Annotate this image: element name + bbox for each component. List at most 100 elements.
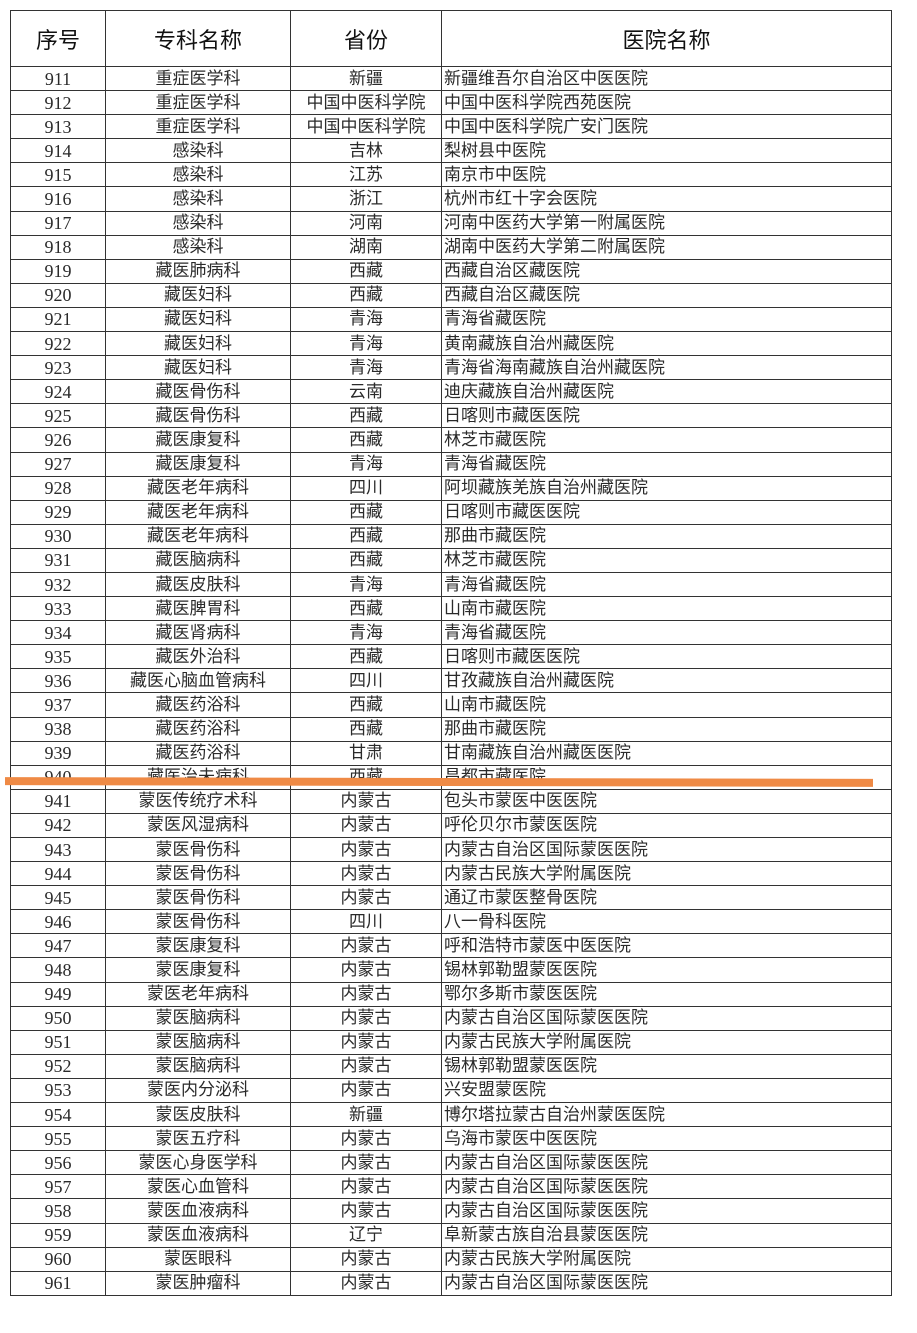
cell-specialty: 蒙医皮肤科: [105, 1102, 291, 1128]
cell-province: 四川: [290, 475, 442, 501]
cell-hospital: 内蒙古民族大学附属医院: [441, 1246, 892, 1272]
cell-hospital: 内蒙古民族大学附属医院: [441, 1029, 892, 1055]
table-row: 946 蒙医骨伤科 四川 八一骨科医院: [10, 909, 892, 935]
cell-specialty: 感染科: [105, 138, 291, 164]
table-row: 952 蒙医脑病科 内蒙古 锡林郭勒盟蒙医医院: [10, 1053, 892, 1079]
cell-province: 内蒙古: [290, 957, 442, 983]
cell-serial: 955: [10, 1126, 106, 1152]
cell-province: 内蒙古: [290, 812, 442, 839]
cell-serial: 915: [10, 162, 106, 188]
cell-hospital: 呼伦贝尔市蒙医医院: [441, 812, 892, 839]
cell-serial: 933: [10, 596, 106, 622]
table-row: 934 藏医肾病科 青海 青海省藏医院: [10, 620, 892, 646]
cell-specialty: 蒙医骨伤科: [105, 909, 291, 935]
cell-specialty: 感染科: [105, 186, 291, 212]
cell-specialty: 蒙医传统疗术科: [105, 788, 291, 814]
cell-specialty: 藏医药浴科: [105, 692, 291, 718]
cell-serial: 958: [10, 1198, 106, 1224]
cell-hospital: 通辽市蒙医整骨医院: [441, 885, 892, 911]
cell-specialty: 藏医骨伤科: [105, 403, 291, 429]
table-row: 936 藏医心脑血管病科 四川 甘孜藏族自治州藏医院: [10, 668, 892, 694]
cell-specialty: 蒙医风湿病科: [105, 812, 291, 839]
cell-hospital: 青海省藏医院: [441, 620, 892, 646]
cell-serial: 961: [10, 1270, 106, 1296]
cell-hospital: 博尔塔拉蒙古自治州蒙医医院: [441, 1102, 892, 1128]
cell-province: 青海: [290, 306, 442, 333]
cell-hospital: 青海省藏医院: [441, 451, 892, 477]
cell-hospital: 河南中医药大学第一附属医院: [441, 210, 892, 236]
table-row: 938 藏医药浴科 西藏 那曲市藏医院: [10, 716, 892, 742]
cell-province: 内蒙古: [290, 981, 442, 1007]
cell-serial: 948: [10, 957, 106, 983]
table-row: 932 藏医皮肤科 青海 青海省藏医院: [10, 571, 892, 598]
cell-hospital: 包头市蒙医中医医院: [441, 788, 892, 814]
cell-hospital: 青海省藏医院: [441, 571, 892, 598]
cell-province: 西藏: [290, 258, 442, 284]
cell-serial: 935: [10, 644, 106, 670]
cell-specialty: 藏医肾病科: [105, 620, 291, 646]
cell-serial: 951: [10, 1029, 106, 1055]
cell-hospital: 梨树县中医院: [441, 138, 892, 164]
cell-hospital: 内蒙古自治区国际蒙医医院: [441, 1174, 892, 1200]
cell-hospital: 西藏自治区藏医院: [441, 282, 892, 308]
cell-hospital: 兴安盟蒙医院: [441, 1077, 892, 1104]
cell-hospital: 林芝市藏医院: [441, 547, 892, 573]
cell-serial: 912: [10, 90, 106, 116]
cell-hospital: 迪庆藏族自治州藏医院: [441, 379, 892, 405]
cell-serial: 937: [10, 692, 106, 718]
cell-province: 西藏: [290, 716, 442, 742]
cell-province: 内蒙古: [290, 1005, 442, 1031]
table-row: 958 蒙医血液病科 内蒙古 内蒙古自治区国际蒙医医院: [10, 1198, 892, 1224]
cell-serial: 925: [10, 403, 106, 429]
cell-hospital: 呼和浩特市蒙医中医医院: [441, 933, 892, 959]
cell-specialty: 蒙医心身医学科: [105, 1150, 291, 1176]
cell-serial: 919: [10, 258, 106, 284]
cell-serial: 911: [10, 65, 106, 92]
table-row: 926 藏医康复科 西藏 林芝市藏医院: [10, 427, 892, 453]
cell-specialty: 蒙医心血管科: [105, 1174, 291, 1200]
cell-specialty: 蒙医脑病科: [105, 1029, 291, 1055]
cell-serial: 927: [10, 451, 106, 477]
cell-hospital: 青海省海南藏族自治州藏医院: [441, 355, 892, 381]
cell-serial: 960: [10, 1246, 106, 1272]
header-serial: 序号: [10, 10, 106, 67]
cell-province: 内蒙古: [290, 1029, 442, 1055]
table-row: 930 藏医老年病科 西藏 那曲市藏医院: [10, 523, 892, 549]
cell-hospital: 山南市藏医院: [441, 596, 892, 622]
cell-province: 内蒙古: [290, 1077, 442, 1104]
cell-specialty: 蒙医骨伤科: [105, 836, 291, 863]
cell-hospital: 八一骨科医院: [441, 909, 892, 935]
cell-province: 吉林: [290, 138, 442, 164]
cell-province: 内蒙古: [290, 885, 442, 911]
table-row: 942 蒙医风湿病科 内蒙古 呼伦贝尔市蒙医医院: [10, 812, 892, 839]
table-row: 960 蒙医眼科 内蒙古 内蒙古民族大学附属医院: [10, 1246, 892, 1272]
cell-hospital: 内蒙古民族大学附属医院: [441, 861, 892, 887]
cell-hospital: 林芝市藏医院: [441, 427, 892, 453]
header-hospital: 医院名称: [441, 10, 892, 67]
table-row: 935 藏医外治科 西藏 日喀则市藏医医院: [10, 644, 892, 670]
cell-province: 浙江: [290, 186, 442, 212]
cell-specialty: 蒙医血液病科: [105, 1222, 291, 1248]
cell-serial: 944: [10, 861, 106, 887]
cell-specialty: 蒙医康复科: [105, 957, 291, 983]
cell-specialty: 藏医脑病科: [105, 547, 291, 573]
cell-serial: 923: [10, 355, 106, 381]
cell-specialty: 蒙医康复科: [105, 933, 291, 959]
cell-province: 内蒙古: [290, 1053, 442, 1079]
cell-specialty: 藏医外治科: [105, 644, 291, 670]
cell-specialty: 蒙医五疗科: [105, 1126, 291, 1152]
cell-serial: 926: [10, 427, 106, 453]
cell-province: 中国中医科学院: [290, 90, 442, 116]
cell-specialty: 蒙医肿瘤科: [105, 1270, 291, 1296]
cell-specialty: 蒙医骨伤科: [105, 861, 291, 887]
cell-specialty: 感染科: [105, 210, 291, 236]
cell-serial: 920: [10, 282, 106, 308]
cell-specialty: 蒙医脑病科: [105, 1005, 291, 1031]
cell-serial: 914: [10, 138, 106, 164]
header-specialty: 专科名称: [105, 10, 291, 67]
cell-province: 四川: [290, 668, 442, 694]
table-row: 917 感染科 河南 河南中医药大学第一附属医院: [10, 210, 892, 236]
cell-province: 西藏: [290, 523, 442, 549]
cell-serial: 918: [10, 234, 106, 260]
cell-province: 青海: [290, 571, 442, 598]
